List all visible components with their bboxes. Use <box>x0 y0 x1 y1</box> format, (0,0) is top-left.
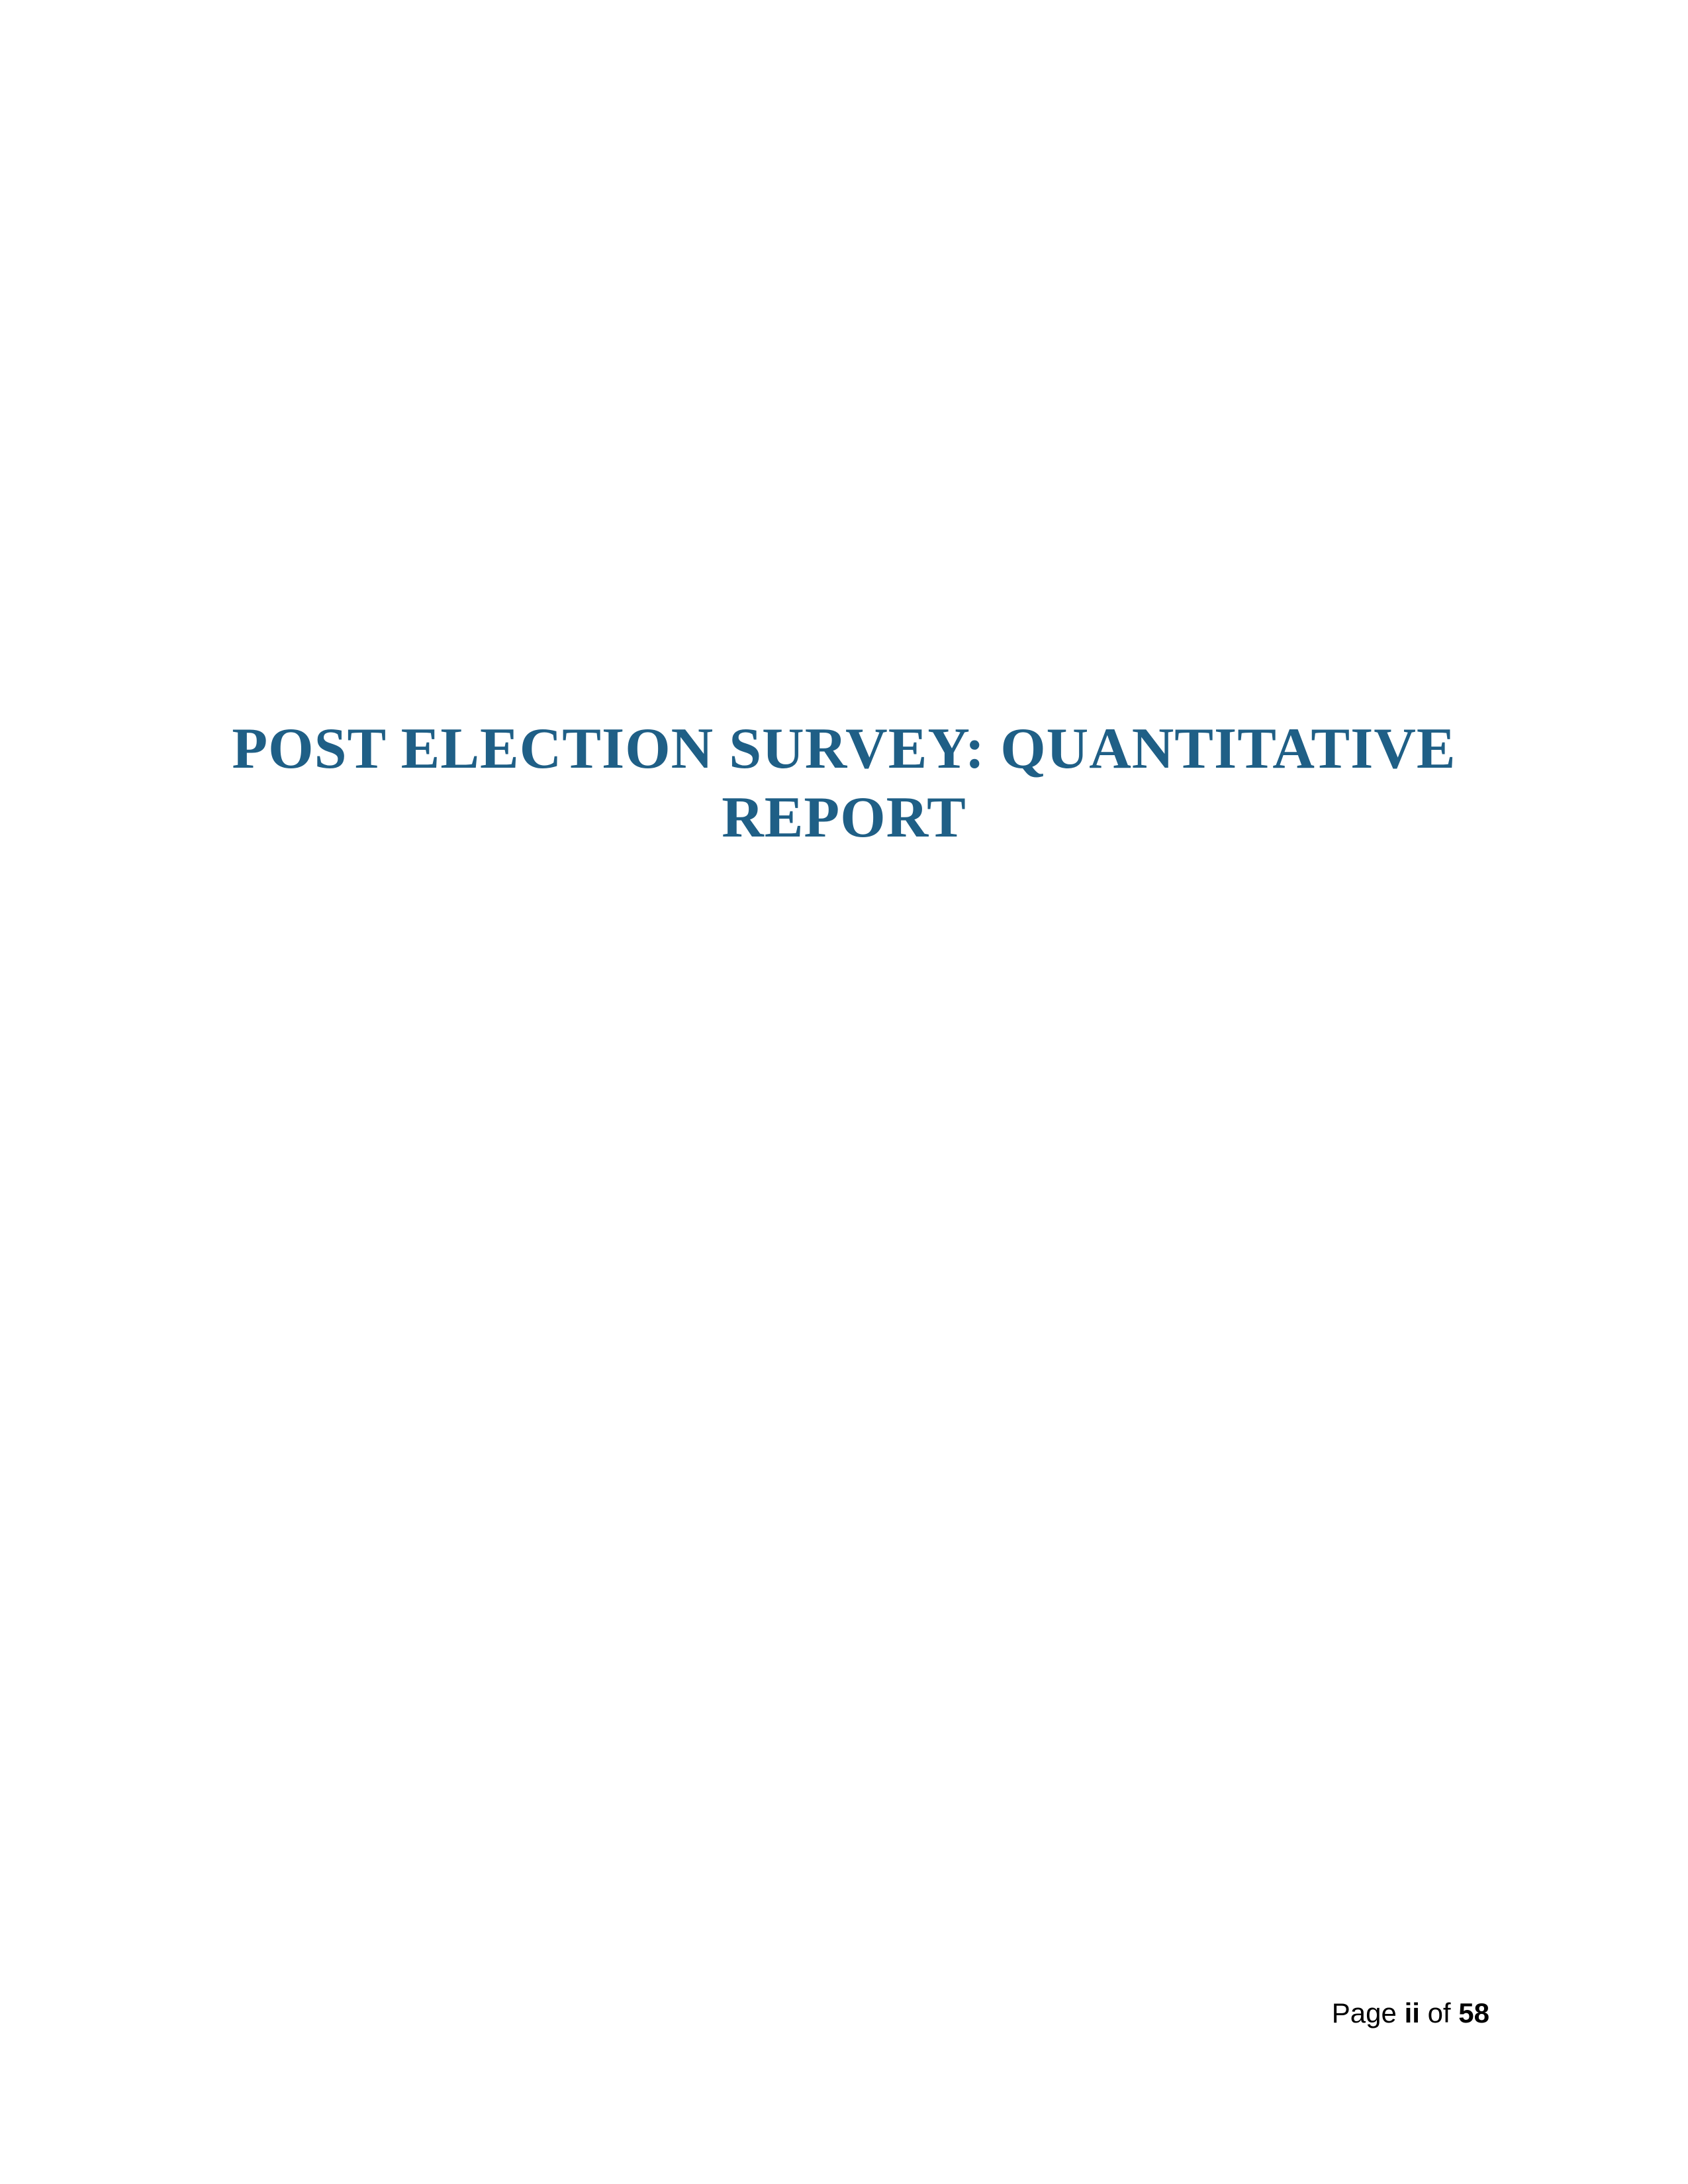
total-pages-number: 58 <box>1458 1997 1489 2028</box>
page-label: Page <box>1331 1997 1397 2028</box>
of-label: of <box>1427 1997 1451 2028</box>
page-number-footer: Page ii of 58 <box>1332 1997 1489 2029</box>
report-title-line-1: POST ELECTION SURVEY: QUANTITATIVE <box>232 717 1456 781</box>
current-page-number: ii <box>1404 1997 1420 2028</box>
report-title: POST ELECTION SURVEY: QUANTITATIVE REPOR… <box>0 715 1688 852</box>
report-title-line-2: REPORT <box>722 786 966 850</box>
